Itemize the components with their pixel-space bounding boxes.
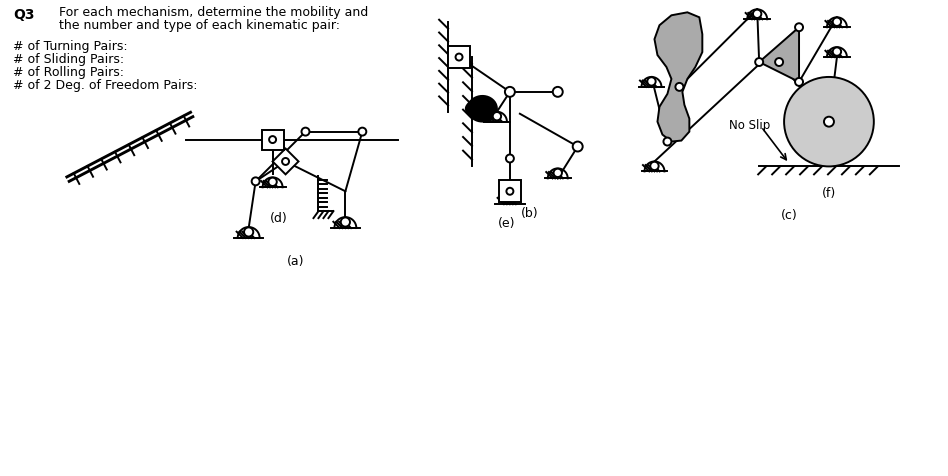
Bar bbox=[448, 47, 470, 69]
Circle shape bbox=[784, 78, 874, 167]
Circle shape bbox=[824, 118, 834, 128]
Text: the number and type of each kinematic pair:: the number and type of each kinematic pa… bbox=[59, 19, 340, 32]
Circle shape bbox=[650, 162, 659, 171]
Text: No Slip: No Slip bbox=[729, 119, 771, 132]
Circle shape bbox=[505, 88, 515, 98]
Polygon shape bbox=[654, 13, 702, 142]
Text: (c): (c) bbox=[781, 209, 797, 222]
Circle shape bbox=[268, 178, 277, 187]
Circle shape bbox=[753, 10, 761, 19]
Text: # of Sliding Pairs:: # of Sliding Pairs: bbox=[13, 53, 124, 66]
Text: (b): (b) bbox=[521, 207, 538, 220]
Circle shape bbox=[553, 88, 563, 98]
Circle shape bbox=[506, 155, 514, 163]
Circle shape bbox=[493, 113, 501, 121]
Text: (a): (a) bbox=[287, 254, 304, 268]
Circle shape bbox=[775, 59, 783, 67]
Circle shape bbox=[832, 19, 841, 27]
Circle shape bbox=[675, 84, 684, 92]
Circle shape bbox=[756, 59, 763, 67]
Text: (d): (d) bbox=[269, 212, 287, 225]
Text: # of Rolling Pairs:: # of Rolling Pairs: bbox=[13, 66, 124, 79]
Circle shape bbox=[573, 142, 583, 152]
Circle shape bbox=[244, 228, 253, 237]
Text: Q3: Q3 bbox=[13, 9, 35, 22]
Polygon shape bbox=[273, 149, 299, 175]
Circle shape bbox=[795, 24, 803, 32]
Circle shape bbox=[283, 159, 289, 166]
Text: # of 2 Deg. of Freedom Pairs:: # of 2 Deg. of Freedom Pairs: bbox=[13, 79, 198, 92]
Circle shape bbox=[301, 129, 309, 136]
Circle shape bbox=[664, 139, 671, 146]
Circle shape bbox=[456, 54, 463, 61]
Text: For each mechanism, determine the mobility and: For each mechanism, determine the mobili… bbox=[59, 6, 369, 20]
Circle shape bbox=[340, 218, 350, 227]
Bar bbox=[262, 130, 283, 150]
Polygon shape bbox=[759, 28, 799, 83]
Circle shape bbox=[832, 48, 841, 57]
Bar bbox=[499, 181, 520, 203]
Circle shape bbox=[647, 78, 656, 87]
Circle shape bbox=[795, 79, 803, 87]
Circle shape bbox=[554, 169, 562, 178]
Text: (e): (e) bbox=[498, 217, 516, 229]
Polygon shape bbox=[465, 97, 497, 122]
Circle shape bbox=[269, 137, 276, 144]
Circle shape bbox=[506, 188, 514, 195]
Text: # of Turning Pairs:: # of Turning Pairs: bbox=[13, 40, 128, 53]
Circle shape bbox=[251, 178, 260, 186]
Circle shape bbox=[358, 129, 366, 136]
Text: (f): (f) bbox=[822, 187, 836, 200]
